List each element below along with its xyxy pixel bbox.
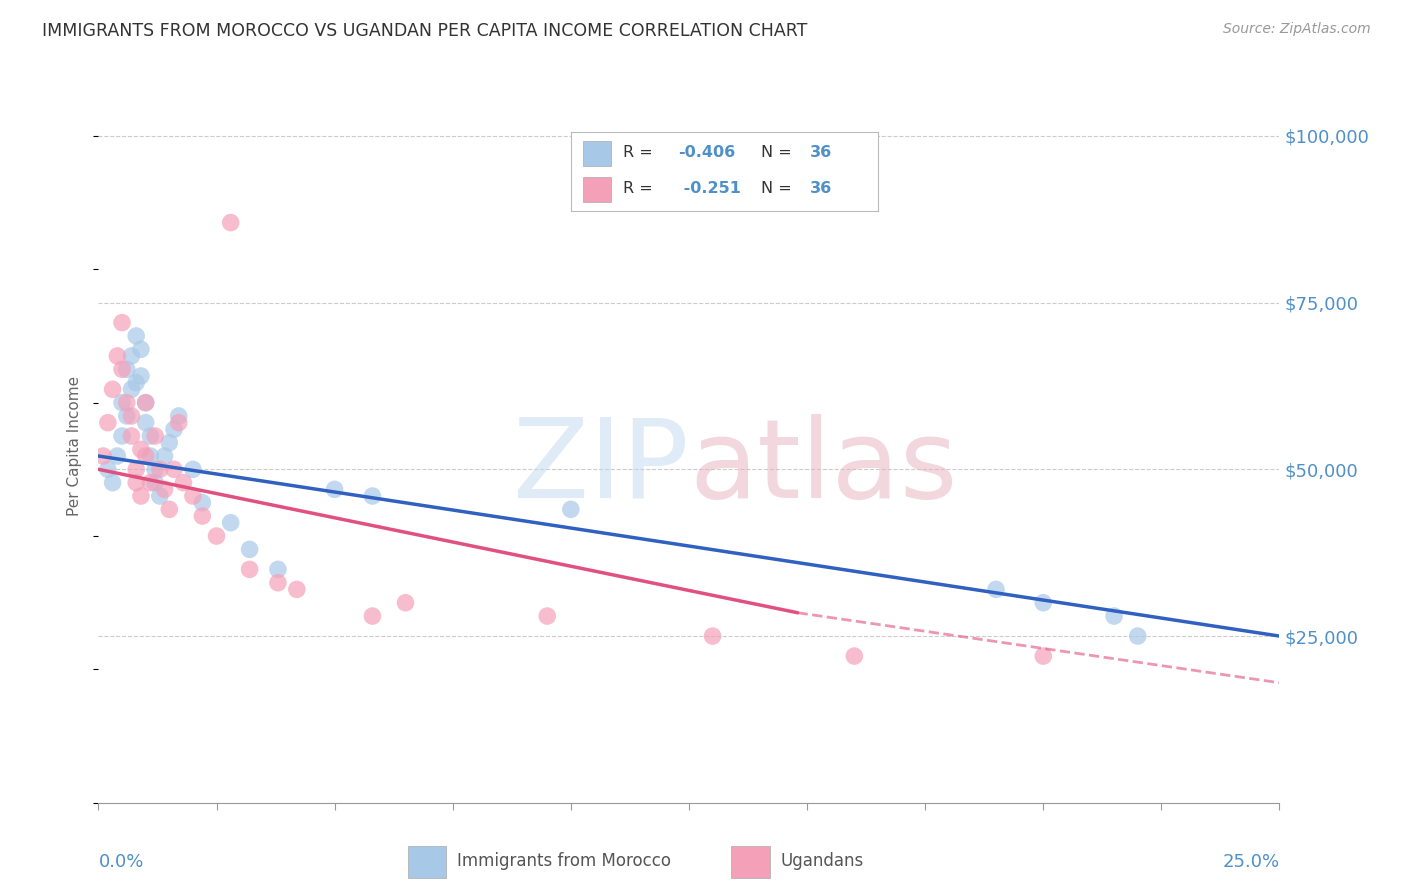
Point [181,489,204,503]
Point [139,449,162,463]
Point [163,422,186,436]
Point [149,489,172,503]
Point [239,562,262,576]
Text: IMMIGRANTS FROM MOROCCO VS UGANDAN PER CAPITA INCOME CORRELATION CHART: IMMIGRANTS FROM MOROCCO VS UGANDAN PER C… [42,22,807,40]
Point [143,475,166,490]
Point [394,596,416,610]
Point [129,343,152,357]
Point [361,609,384,624]
Point [135,395,157,409]
Point [121,429,143,443]
Bar [408,846,447,878]
Point [219,216,242,230]
Point [1126,629,1149,643]
Point [139,429,162,443]
Bar [731,846,770,878]
Point [125,462,148,476]
Point [125,475,148,490]
Point [844,649,866,664]
Point [91,449,114,463]
Point [111,429,134,443]
Point [129,442,152,457]
Point [361,489,384,503]
Point [205,529,228,543]
Point [105,349,128,363]
Text: Immigrants from Morocco: Immigrants from Morocco [457,852,671,870]
Point [139,475,162,490]
Point [121,349,143,363]
Point [163,462,186,476]
Point [125,376,148,390]
Text: N =: N = [761,181,797,196]
Point [219,516,242,530]
Text: 25.0%: 25.0% [1222,853,1279,871]
Point [172,475,194,490]
Point [191,496,214,510]
Point [143,462,166,476]
Text: -0.251: -0.251 [678,181,741,196]
Text: Source: ZipAtlas.com: Source: ZipAtlas.com [1223,22,1371,37]
Point [115,409,138,423]
Point [239,542,262,557]
Point [153,483,176,497]
Point [97,462,120,476]
Point [153,449,176,463]
Point [135,416,157,430]
Text: 0.0%: 0.0% [98,853,143,871]
Point [111,362,134,376]
Point [135,395,157,409]
Text: R =: R = [623,145,658,161]
Point [157,502,180,516]
Point [267,562,290,576]
Text: -0.406: -0.406 [678,145,735,161]
Point [115,395,138,409]
Point [167,416,190,430]
Point [129,368,152,383]
Point [149,462,172,476]
Point [536,609,558,624]
Point [702,629,724,643]
Point [115,362,138,376]
Point [181,462,204,476]
Text: 36: 36 [810,145,832,161]
Text: ZIP: ZIP [513,414,689,521]
Point [129,489,152,503]
Bar [583,177,610,202]
Point [1102,609,1125,624]
Point [1032,649,1054,664]
Text: R =: R = [623,181,658,196]
Text: 36: 36 [810,181,832,196]
Point [101,382,124,396]
Bar [583,141,610,166]
Point [267,575,290,590]
Point [125,329,148,343]
Point [323,483,346,497]
Point [157,435,180,450]
Point [105,449,128,463]
Point [1032,596,1054,610]
Point [101,475,124,490]
Point [143,429,166,443]
Point [285,582,308,597]
Point [191,509,214,524]
Point [984,582,1007,597]
Text: Ugandans: Ugandans [780,852,863,870]
Text: atlas: atlas [689,414,957,521]
Point [111,395,134,409]
Point [121,409,143,423]
Text: N =: N = [761,145,797,161]
Point [135,449,157,463]
Point [111,316,134,330]
Point [121,382,143,396]
Y-axis label: Per Capita Income: Per Capita Income [67,376,83,516]
Point [167,409,190,423]
Point [560,502,582,516]
Point [97,416,120,430]
